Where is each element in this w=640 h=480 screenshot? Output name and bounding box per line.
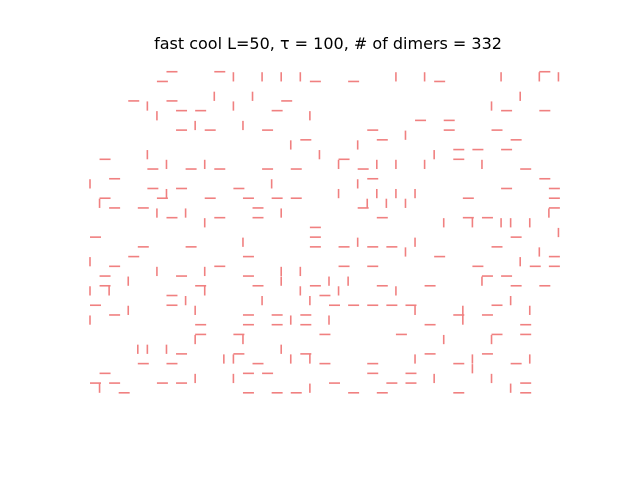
plot-area [89, 70, 560, 394]
chart-title: fast cool L=50, τ = 100, # of dimers = 3… [154, 34, 502, 53]
